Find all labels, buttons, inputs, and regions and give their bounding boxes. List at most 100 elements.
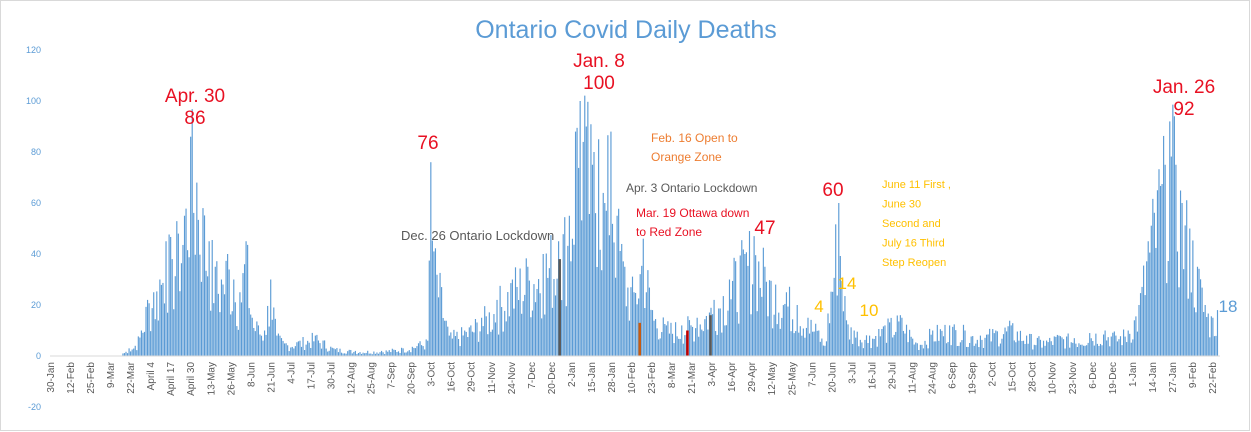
bar — [419, 341, 421, 356]
annotation: Dec. 26 Ontario Lockdown — [401, 228, 554, 243]
bar — [627, 287, 629, 356]
bar — [380, 350, 383, 356]
annotation-text: 47 — [754, 218, 775, 239]
bar — [604, 203, 606, 356]
bar — [240, 302, 243, 356]
bar — [964, 330, 966, 356]
bar — [1152, 198, 1154, 356]
bar — [513, 308, 515, 356]
bar — [990, 341, 992, 356]
bar — [853, 330, 855, 356]
bar — [464, 330, 466, 356]
bar — [325, 348, 327, 356]
bar — [1092, 341, 1094, 356]
x-tick-label: 9-Mar — [106, 361, 117, 388]
bar — [984, 337, 986, 356]
bar — [163, 303, 166, 356]
annotation-text: Apr. 3 Ontario Lockdown — [626, 181, 757, 195]
x-tick-label: 10-Nov — [1048, 362, 1059, 394]
bar — [1123, 329, 1125, 356]
bar — [556, 278, 558, 356]
bar — [833, 277, 835, 356]
bar — [444, 320, 446, 356]
bar — [256, 321, 258, 356]
bar — [1124, 336, 1126, 356]
bar — [915, 342, 917, 356]
bar — [965, 346, 968, 356]
bar — [1046, 340, 1048, 356]
bar — [136, 350, 138, 356]
bar — [1115, 335, 1117, 356]
chart-title: Ontario Covid Daily Deaths — [475, 16, 777, 44]
bar — [342, 353, 344, 356]
bar — [308, 342, 310, 356]
bar — [401, 347, 403, 356]
bar — [518, 300, 520, 356]
bar — [333, 348, 335, 356]
bar — [924, 340, 926, 356]
bar — [1090, 338, 1092, 356]
bar — [799, 326, 801, 356]
bar — [137, 336, 139, 356]
bar — [842, 311, 844, 356]
bar — [231, 311, 233, 356]
bar — [864, 339, 866, 356]
bar — [1027, 343, 1029, 356]
bar — [433, 251, 435, 356]
bar — [956, 346, 958, 356]
bar — [227, 254, 229, 356]
bar — [253, 327, 255, 356]
bar — [1156, 190, 1159, 356]
bar — [824, 345, 826, 356]
bar — [130, 351, 132, 356]
bar — [1106, 340, 1108, 356]
bar — [544, 314, 546, 356]
bar — [635, 292, 637, 356]
bar — [1143, 265, 1145, 356]
bar — [384, 354, 386, 356]
bar — [233, 279, 235, 356]
bar — [1187, 298, 1189, 356]
bar — [1078, 343, 1080, 356]
bar — [653, 320, 655, 356]
bar — [465, 331, 467, 356]
bar — [688, 320, 691, 356]
bar — [756, 311, 758, 356]
bar — [1163, 135, 1165, 356]
bar — [319, 343, 321, 356]
bar — [975, 343, 977, 356]
bar — [245, 241, 247, 356]
bar — [1209, 337, 1211, 356]
bar — [764, 266, 766, 356]
bar — [436, 274, 438, 356]
bar — [422, 346, 424, 356]
bar — [437, 297, 440, 356]
bar — [1112, 332, 1114, 356]
bar — [610, 131, 612, 356]
bar — [564, 217, 566, 356]
bar — [282, 340, 284, 356]
x-tick-label: 23-Nov — [1068, 362, 1079, 394]
highlight-bars — [558, 259, 712, 356]
bar — [1001, 338, 1003, 356]
bar — [796, 305, 798, 356]
bar — [170, 236, 172, 356]
bar — [276, 335, 278, 356]
bar — [1121, 345, 1123, 356]
annotation-text: 60 — [822, 180, 843, 201]
bar — [213, 303, 215, 356]
bar — [790, 331, 792, 356]
bar — [982, 347, 985, 356]
bar-series — [122, 95, 1219, 357]
bar — [892, 337, 894, 356]
x-tick-label: 13-May — [206, 362, 217, 395]
bar — [511, 279, 513, 356]
bar — [1176, 251, 1179, 356]
bar — [396, 352, 398, 356]
bar — [551, 307, 554, 356]
bar — [243, 264, 246, 356]
bar — [758, 261, 760, 356]
bar — [359, 352, 361, 356]
bar — [542, 254, 544, 356]
